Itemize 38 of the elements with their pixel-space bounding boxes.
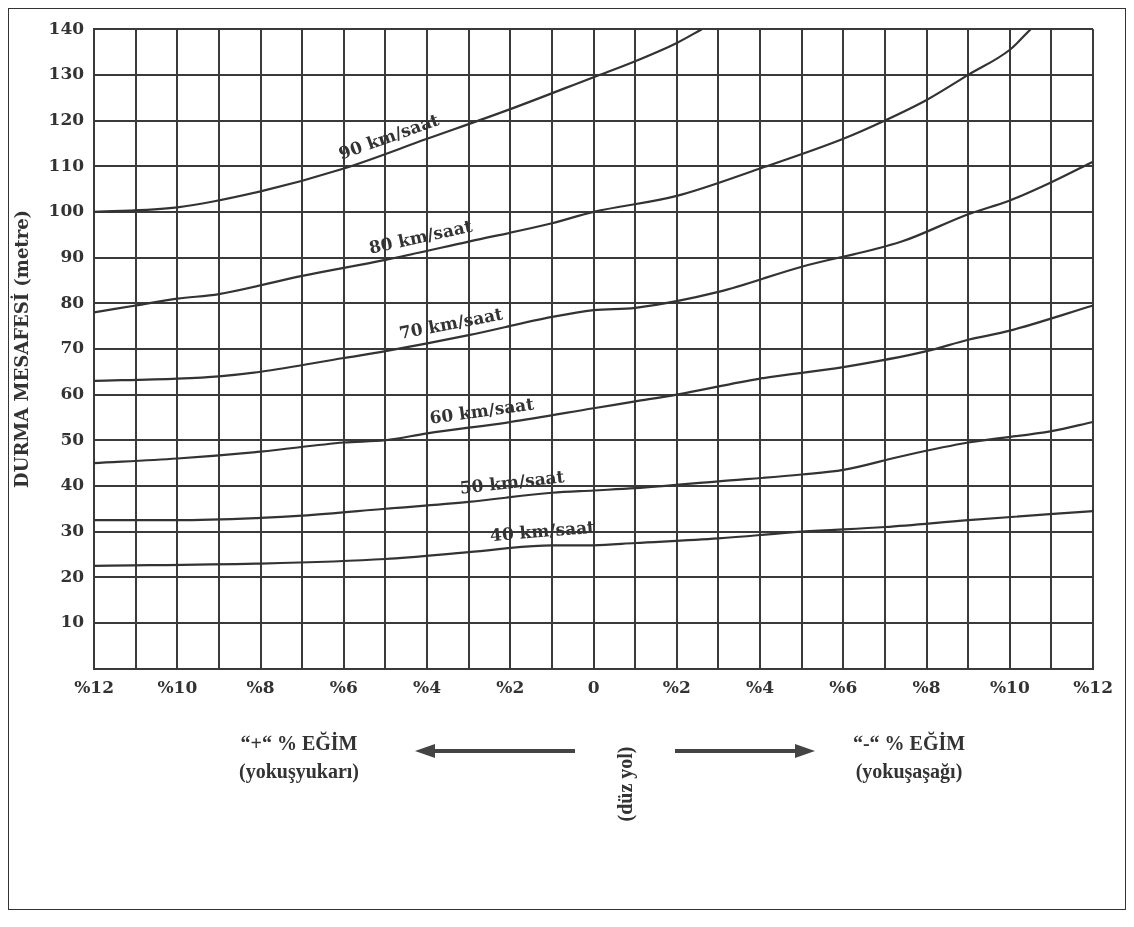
text: (yokuşaşağı) [854,759,964,785]
x-tick-label: %6 [829,677,858,698]
x-tick-label: %4 [746,677,775,698]
y-tick-label: 100 [48,200,85,221]
text: 50 km/saat [458,466,566,498]
text: 70 km/saat [397,303,505,343]
y-tick-label: 110 [48,154,85,175]
x-tick-label: %12 [1073,677,1113,698]
x-tick-label: %2 [496,677,525,698]
x-tick-label: %2 [662,677,691,698]
text: 60 km/saat [428,393,536,428]
y-tick-label: 70 [60,337,85,358]
y-tick-label: 50 [60,428,85,449]
y-tick-label: 120 [48,108,85,129]
text: “-“ % EĞİM [851,730,967,756]
x-tick-label: %8 [912,677,941,698]
y-tick-label: 10 [60,611,85,632]
y-tick-label: 80 [60,291,85,312]
y-tick-label: 40 [60,474,85,495]
x-tick-label: %6 [329,677,358,698]
y-tick-label: 20 [60,565,85,586]
y-tick-label: 90 [60,245,85,266]
x-tick-label: %10 [157,677,198,698]
text: 80 km/saat [367,215,475,258]
text: (düz yol) [612,746,638,822]
x-tick-label: %12 [74,677,114,698]
y-tick-label: 130 [48,63,85,84]
x-tick-label: %4 [413,677,442,698]
x-tick-label: %10 [989,677,1030,698]
text: (yokuşyukarı) [238,759,360,785]
y-tick-label: 140 [48,17,85,38]
y-tick-label: 30 [60,520,85,541]
y-axis-title: DURMA MESAFESİ (metre) [10,209,33,488]
text: “+“ % EĞİM [239,730,359,756]
series-label: 40 km/saat [489,516,596,546]
x-tick-label: %8 [246,677,275,698]
x-tick-label: 0 [587,677,600,698]
y-tick-label: 60 [60,382,85,403]
